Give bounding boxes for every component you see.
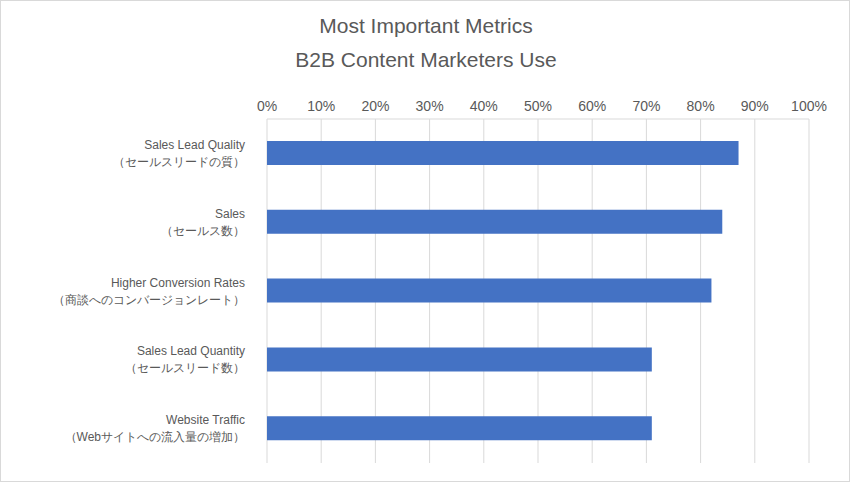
svg-text:20%: 20% (361, 98, 389, 114)
svg-text:Sales Lead Quality（セールスリードの質）: Sales Lead Quality（セールスリードの質） (113, 138, 245, 169)
svg-text:60%: 60% (578, 98, 606, 114)
svg-text:90%: 90% (741, 98, 769, 114)
html-text:Most Important Metrics: Most Important Metrics (319, 14, 533, 37)
svg-text:100%: 100% (791, 98, 827, 114)
svg-text:70%: 70% (632, 98, 660, 114)
svg-text:Sales Lead Quantity（セールスリード数）: Sales Lead Quantity（セールスリード数） (125, 344, 245, 375)
svg-text:Higher Conversion Rates（商談へのコン: Higher Conversion Rates（商談へのコンバージョンレート） (53, 276, 245, 307)
svg-text:50%: 50% (524, 98, 552, 114)
svg-text:40%: 40% (470, 98, 498, 114)
svg-text:80%: 80% (687, 98, 715, 114)
svg-text:0%: 0% (257, 98, 277, 114)
html-text:B2B Content Marketers Use: B2B Content Marketers Use (295, 48, 557, 71)
svg-text:Sales（セールス数）: Sales（セールス数） (161, 207, 245, 238)
svg-text:10%: 10% (307, 98, 335, 114)
svg-text:Website Traffic（Webサイトへの流入量の増加: Website Traffic（Webサイトへの流入量の増加） (65, 413, 245, 444)
svg-text:30%: 30% (416, 98, 444, 114)
